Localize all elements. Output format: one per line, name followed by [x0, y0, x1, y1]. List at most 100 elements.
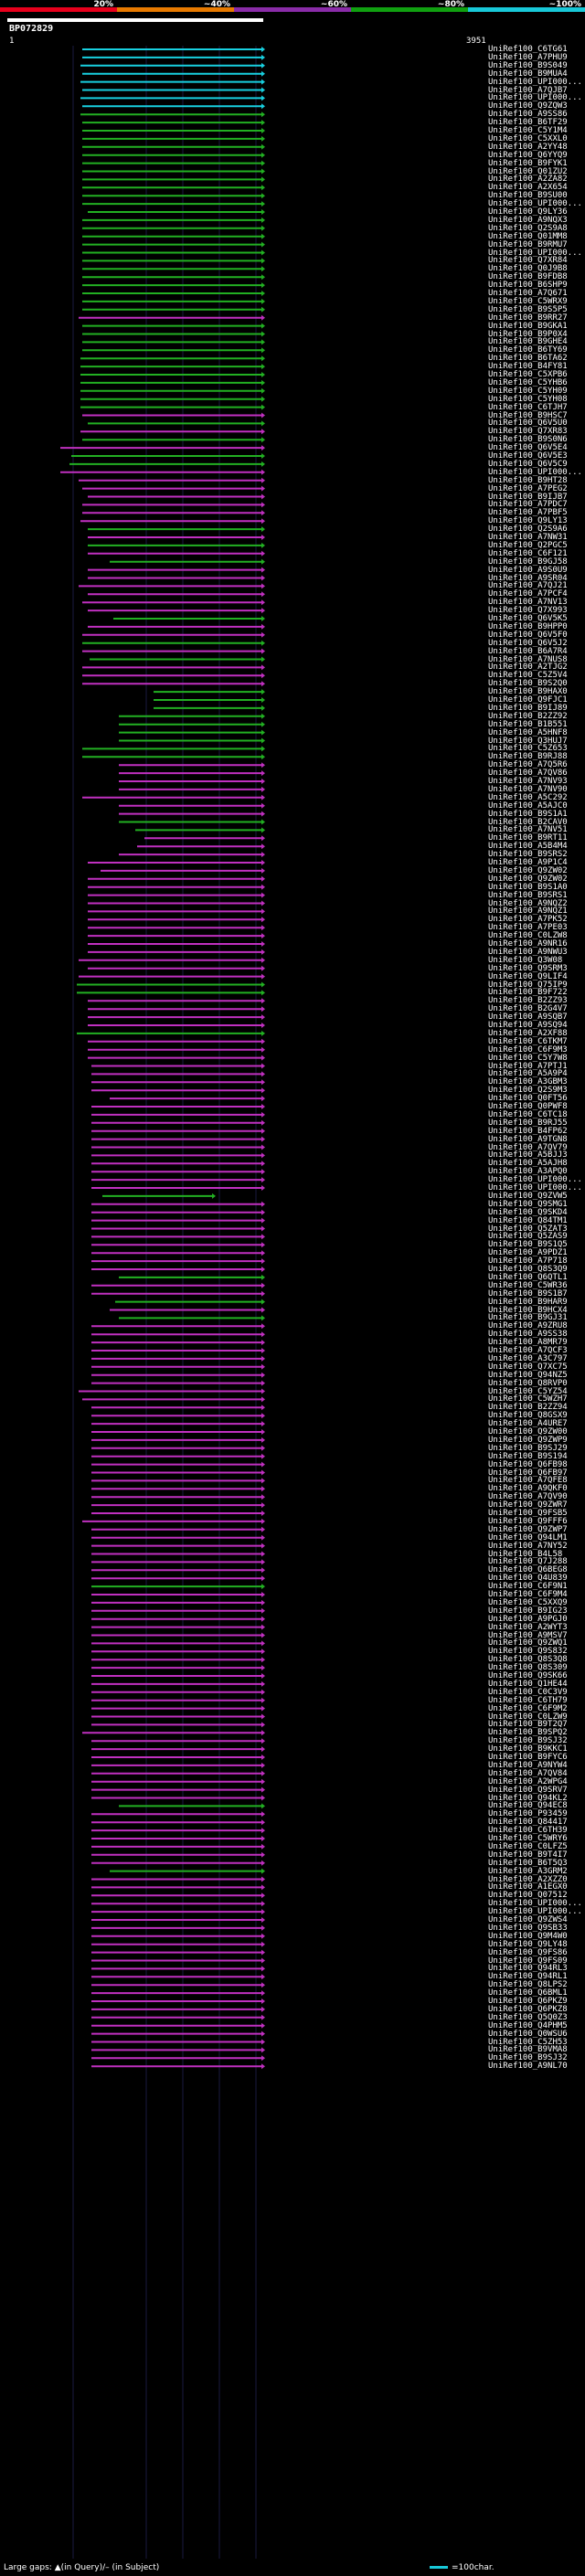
- hit-id[interactable]: UniRef100_A9QKF0: [488, 1484, 568, 1494]
- hit-id[interactable]: UniRef100_Q01ZU2: [488, 166, 568, 176]
- hit-id[interactable]: UniRef100_UPI000...: [488, 1899, 582, 1909]
- hit-id[interactable]: UniRef100_B9GHE4: [488, 337, 568, 347]
- hit-id[interactable]: UniRef100_B6TF29: [488, 118, 568, 128]
- hit-id[interactable]: UniRef100_UPI000...: [488, 93, 582, 103]
- hit-id[interactable]: UniRef100_A7QV79: [488, 1142, 568, 1152]
- hit-id[interactable]: UniRef100_C6F9M4: [488, 1590, 568, 1599]
- hit-id[interactable]: UniRef100_C0LZW9: [488, 1712, 568, 1722]
- hit-id[interactable]: UniRef100_Q9FJC1: [488, 695, 568, 705]
- hit-id[interactable]: UniRef100_A9SS86: [488, 110, 568, 120]
- hit-id[interactable]: UniRef100_A7NUS8: [488, 654, 568, 664]
- hit-id[interactable]: UniRef100_C5YH08: [488, 394, 568, 404]
- hit-id[interactable]: UniRef100_C6TH79: [488, 1695, 568, 1705]
- hit-id[interactable]: UniRef100_B6TY69: [488, 345, 568, 355]
- hit-id[interactable]: UniRef100_A7QFE8: [488, 1476, 568, 1486]
- hit-id[interactable]: UniRef100_C5WR36: [488, 1280, 568, 1290]
- hit-id[interactable]: UniRef100_A5C292: [488, 792, 568, 802]
- hit-id[interactable]: UniRef100_A9SQ94: [488, 1021, 568, 1030]
- hit-id[interactable]: UniRef100_B9GJ58: [488, 557, 568, 567]
- hit-id[interactable]: UniRef100_A7NV51: [488, 825, 568, 835]
- hit-id[interactable]: UniRef100_C5ZH53: [488, 2037, 568, 2047]
- hit-id[interactable]: UniRef100_B4FP62: [488, 1126, 568, 1136]
- hit-id[interactable]: UniRef100_Q6QTL1: [488, 1272, 568, 1282]
- hit-id[interactable]: UniRef100_A9SQB7: [488, 1012, 568, 1023]
- hit-id[interactable]: UniRef100_C5YH09: [488, 386, 568, 396]
- hit-id[interactable]: UniRef100_Q6V5C9: [488, 459, 568, 469]
- hit-id[interactable]: UniRef100_Q75IP9: [488, 980, 568, 990]
- hit-id[interactable]: UniRef100_Q6V5E3: [488, 451, 568, 461]
- hit-id[interactable]: UniRef100_Q7XR83: [488, 427, 568, 437]
- hit-id[interactable]: UniRef100_B9FYK1: [488, 158, 568, 168]
- hit-id[interactable]: UniRef100_B9VMA8: [488, 2045, 568, 2055]
- hit-id[interactable]: UniRef100_A7NW31: [488, 533, 568, 542]
- hit-id[interactable]: UniRef100_A3GBM3: [488, 1077, 568, 1087]
- hit-id[interactable]: UniRef100_Q6V5K5: [488, 614, 568, 623]
- hit-id[interactable]: UniRef100_A5HNF8: [488, 727, 568, 737]
- hit-id[interactable]: UniRef100_Q2S9M3: [488, 1086, 568, 1096]
- hit-id[interactable]: UniRef100_A7PTJ1: [488, 1061, 568, 1071]
- hit-id[interactable]: UniRef100_Q07512: [488, 1891, 568, 1901]
- hit-id[interactable]: UniRef100_Q3HUJ7: [488, 736, 568, 746]
- hit-id[interactable]: UniRef100_Q7J288: [488, 1557, 568, 1567]
- hit-id[interactable]: UniRef100_A9SR04: [488, 573, 568, 583]
- hit-id[interactable]: UniRef100_Q9SKD4: [488, 1207, 568, 1217]
- hit-id[interactable]: UniRef100_B9RR27: [488, 313, 568, 323]
- hit-id[interactable]: UniRef100_A7PDC7: [488, 500, 568, 510]
- hit-id[interactable]: UniRef100_A7NV93: [488, 777, 568, 786]
- hit-id[interactable]: UniRef100_A9MSV7: [488, 1630, 568, 1640]
- hit-id[interactable]: UniRef100_A7PHU9: [488, 52, 568, 62]
- hit-id[interactable]: UniRef100_Q5ZAT3: [488, 1224, 568, 1234]
- hit-id[interactable]: UniRef100_A9NWU3: [488, 947, 568, 957]
- hit-id[interactable]: UniRef100_Q9SB33: [488, 1923, 568, 1933]
- hit-id[interactable]: UniRef100_B9GJ31: [488, 1313, 568, 1323]
- hit-id[interactable]: UniRef100_A7QCF3: [488, 1346, 568, 1355]
- hit-id[interactable]: UniRef100_B9FYC6: [488, 1753, 568, 1762]
- hit-id[interactable]: UniRef100_Q6V5J2: [488, 638, 568, 648]
- hit-id[interactable]: UniRef100_Q6V5E4: [488, 443, 568, 453]
- hit-id[interactable]: UniRef100_Q7XR84: [488, 256, 568, 266]
- hit-id[interactable]: UniRef100_A7NV90: [488, 784, 568, 794]
- hit-id[interactable]: UniRef100_B9T2Q7: [488, 1720, 568, 1730]
- hit-id[interactable]: UniRef100_B9SPQ2: [488, 1728, 568, 1738]
- hit-id[interactable]: UniRef100_Q94LM1: [488, 1532, 568, 1542]
- hit-id[interactable]: UniRef100_A2WYT3: [488, 1622, 568, 1632]
- hit-id[interactable]: UniRef100_Q2PGC5: [488, 540, 568, 550]
- hit-id[interactable]: UniRef100_B9SJ29: [488, 1443, 568, 1453]
- hit-id[interactable]: UniRef100_C5Y7W8: [488, 1053, 568, 1063]
- hit-id[interactable]: UniRef100_Q9ZWQ1: [488, 1638, 568, 1648]
- hit-id[interactable]: UniRef100_B6SHP9: [488, 281, 568, 291]
- hit-id[interactable]: UniRef100_C6F121: [488, 548, 568, 558]
- hit-id[interactable]: UniRef100_B2ZZ94: [488, 1403, 568, 1413]
- hit-id[interactable]: UniRef100_C5Y1M4: [488, 126, 568, 135]
- hit-id[interactable]: UniRef100_Q7X993: [488, 606, 568, 616]
- hit-id[interactable]: UniRef100_Q9ZWS4: [488, 1915, 568, 1924]
- hit-id[interactable]: UniRef100_B9KKC1: [488, 1744, 568, 1754]
- hit-id[interactable]: UniRef100_B9F722: [488, 988, 568, 998]
- hit-id[interactable]: UniRef100_A9NQZ2: [488, 898, 568, 908]
- hit-id[interactable]: UniRef100_B9S1B7: [488, 1288, 568, 1299]
- hit-id[interactable]: UniRef100_B9RT11: [488, 833, 568, 843]
- hit-id[interactable]: UniRef100_B2ZZ93: [488, 996, 568, 1006]
- hit-id[interactable]: UniRef100_Q94KL2: [488, 1793, 568, 1803]
- hit-id[interactable]: UniRef100_A7P718: [488, 1256, 568, 1267]
- hit-id[interactable]: UniRef100_Q5ZAS9: [488, 1232, 568, 1242]
- hit-id[interactable]: UniRef100_Q9SMG1: [488, 1199, 568, 1209]
- hit-id[interactable]: UniRef100_B9S1A0: [488, 882, 568, 892]
- hit-id[interactable]: UniRef100_B9SRS1: [488, 890, 568, 900]
- hit-id[interactable]: UniRef100_B9RJ88: [488, 752, 568, 762]
- hit-id[interactable]: UniRef100_B9HPP0: [488, 621, 568, 631]
- hit-id[interactable]: UniRef100_A9PGJ0: [488, 1614, 568, 1624]
- hit-id[interactable]: UniRef100_Q94EC8: [488, 1801, 568, 1811]
- hit-id[interactable]: UniRef100_B9S0N6: [488, 435, 568, 445]
- hit-id[interactable]: UniRef100_B2ZZ92: [488, 711, 568, 721]
- hit-id[interactable]: UniRef100_B9S2Q0: [488, 679, 568, 689]
- hit-id[interactable]: UniRef100_C6F9N1: [488, 1582, 568, 1592]
- hit-id[interactable]: UniRef100_Q9M4W0: [488, 1931, 568, 1941]
- hit-id[interactable]: UniRef100_Q9S832: [488, 1647, 568, 1657]
- hit-id[interactable]: UniRef100_Q9ZQW3: [488, 101, 568, 111]
- hit-id[interactable]: UniRef100_Q9ZW00: [488, 1427, 568, 1436]
- hit-id[interactable]: UniRef100_Q9ZW02: [488, 874, 568, 884]
- hit-id[interactable]: UniRef100_Q0J9B8: [488, 264, 568, 274]
- hit-id[interactable]: UniRef100_Q0FT56: [488, 1094, 568, 1104]
- hit-id[interactable]: UniRef100_B9IG23: [488, 1606, 568, 1616]
